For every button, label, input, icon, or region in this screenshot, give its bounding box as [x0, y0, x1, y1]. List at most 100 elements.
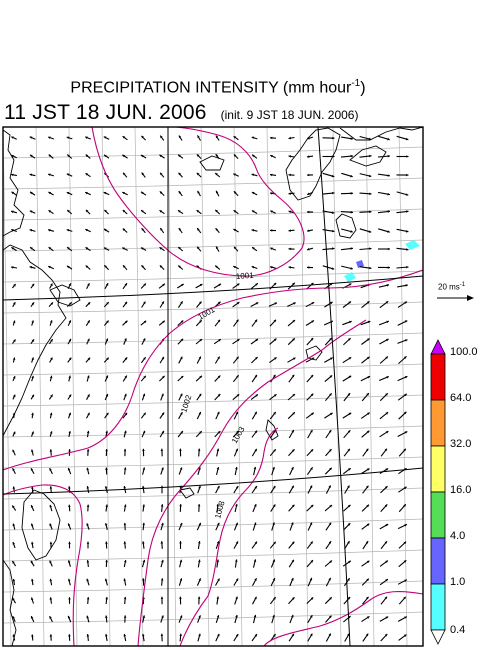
wind-vector-head: [310, 597, 314, 600]
grid-line: [3, 580, 423, 593]
colorbar-top-triangle: [430, 339, 446, 355]
wind-vector-head: [160, 135, 163, 139]
grid-line: [3, 456, 423, 469]
wind-vector-head: [122, 247, 125, 250]
wind-vector-head: [67, 560, 71, 563]
okinawa-island: [265, 419, 279, 441]
wind-vector-head: [141, 265, 144, 268]
map-title: PRECIPITATION INTENSITY (mm hour-1): [0, 78, 436, 97]
wind-vector-head: [385, 560, 388, 563]
wind-vector-head: [216, 504, 219, 507]
wind-vector-head: [122, 154, 125, 158]
wind-vector-head: [328, 485, 331, 488]
colorbar: [430, 339, 446, 645]
isobar-label: 1001: [236, 271, 255, 281]
wind-vector-head: [199, 375, 202, 379]
wind-vector-head: [86, 486, 90, 489]
precip-patch: [344, 272, 356, 282]
wind-vector-head: [405, 193, 409, 196]
wind-vector-head: [328, 430, 332, 433]
wind-vector-head: [87, 302, 91, 305]
wind-vector-head: [142, 615, 146, 618]
wind-vector-head: [123, 522, 127, 526]
wind-vector-head: [178, 210, 181, 213]
wind-vector-head: [198, 522, 201, 526]
wind-vector-head: [160, 633, 164, 636]
wind-vector-head: [159, 265, 163, 268]
wind-vector-head: [329, 375, 333, 378]
wind-vector-head: [350, 230, 353, 233]
wind-vector-head: [161, 301, 164, 304]
wind-vector-head: [251, 136, 255, 139]
wind-vector-head: [406, 173, 409, 177]
wind-vector-head: [143, 412, 146, 416]
wind-vector-head: [309, 577, 313, 581]
wind-vector-head: [31, 578, 34, 582]
grid-line: [3, 239, 423, 252]
wind-vector-head: [160, 504, 164, 507]
wind-vector-head: [385, 486, 388, 489]
wind-vector-head: [49, 375, 53, 379]
wind-vector-head: [31, 394, 34, 398]
wind-vector-head: [105, 634, 108, 637]
wind-vector-head: [252, 247, 255, 250]
colorbar-label: 1.0: [450, 576, 466, 588]
colorbar-segment: [430, 491, 446, 539]
wind-vector-head: [307, 192, 310, 195]
wind-vector-head: [310, 504, 314, 508]
wind-vector-head: [255, 394, 258, 397]
grid-line: [3, 127, 26, 128]
wind-vector-head: [105, 430, 108, 434]
wind-vector-head: [218, 339, 221, 342]
wind-vector-head: [350, 247, 353, 250]
wind-vector-head: [288, 136, 291, 140]
wind-vector-head: [251, 210, 255, 213]
wind-vector-head: [406, 248, 409, 251]
wind-vector-head: [273, 430, 276, 433]
wind-vector-head: [330, 412, 333, 416]
wind-vector-head: [29, 229, 33, 232]
wind-vector-head: [161, 467, 164, 470]
title-close: ): [360, 79, 366, 97]
wind-vector-head: [49, 504, 52, 508]
wind-vector-head: [235, 467, 238, 470]
wind-vector-head: [291, 559, 294, 563]
wind-vector-head: [291, 485, 294, 489]
wind-vector-head: [233, 210, 237, 213]
wind-vector-head: [329, 393, 332, 396]
wind-vector-head: [49, 449, 53, 452]
grid-line: [35, 127, 45, 646]
grid-line: [233, 127, 243, 646]
wind-vector-head: [270, 266, 273, 269]
wind-vector-head: [141, 210, 144, 213]
wind-vector-head: [50, 283, 53, 287]
wind-vector-head: [310, 541, 313, 544]
wind-vector-head: [270, 192, 273, 195]
wind-vector-head: [332, 191, 335, 195]
wind-vector-head: [87, 338, 90, 342]
wind-vector-head: [350, 210, 353, 214]
wind-vector-head: [235, 486, 239, 489]
wind-vector-head: [162, 320, 165, 324]
sector-line: [317, 126, 351, 647]
grid-line: [3, 270, 423, 283]
wind-vector-head: [179, 467, 183, 470]
wind-vector-head: [272, 614, 275, 618]
wind-vector-head: [178, 265, 181, 268]
wind-vector-head: [30, 616, 34, 619]
title-unit-exponent: -1: [351, 78, 361, 89]
wind-vector-head: [291, 633, 294, 637]
wind-vector-head: [292, 357, 296, 360]
wind-vector-head: [178, 228, 182, 231]
wind-vector-head: [142, 559, 146, 563]
wind-vector-head: [48, 173, 51, 176]
wind-vector-head: [49, 578, 53, 582]
wind-vector-head: [310, 467, 313, 470]
wind-vector-head: [406, 265, 409, 269]
wind-vector-head: [12, 320, 16, 324]
wind-vector-head: [86, 504, 90, 507]
wind-vector-head: [143, 320, 147, 324]
wind-vector-head: [216, 190, 219, 194]
wind-vector-head: [12, 579, 16, 582]
wind-vector-head: [159, 210, 163, 213]
